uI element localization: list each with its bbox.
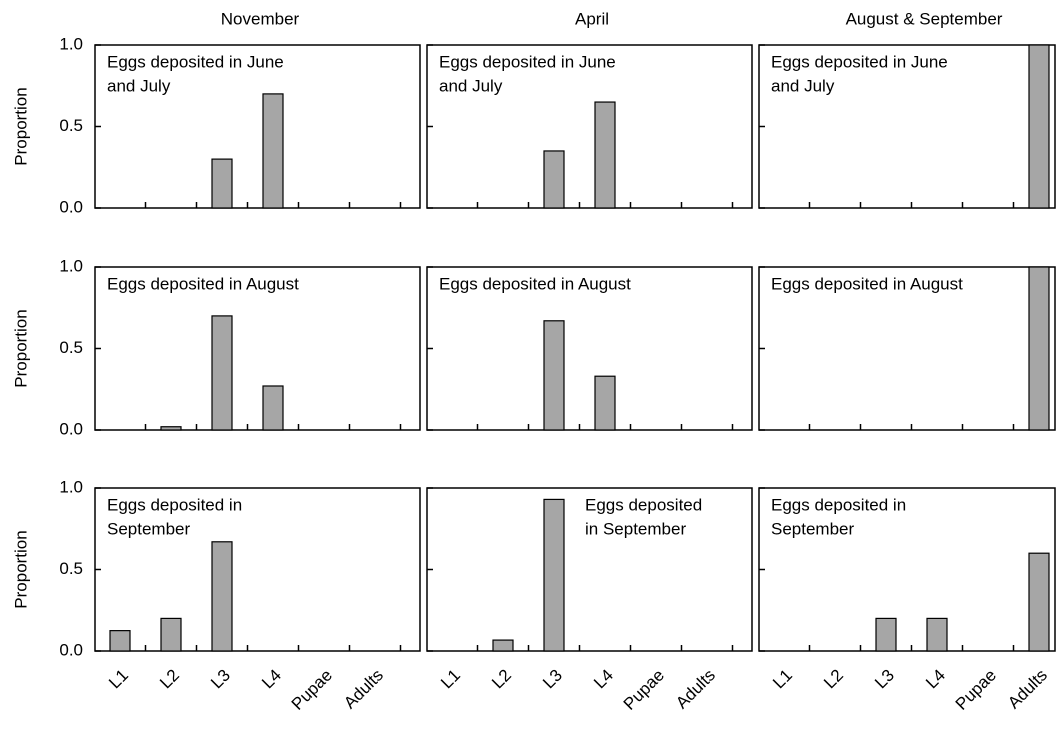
bar [926, 617, 948, 652]
bar [262, 385, 284, 431]
bar [875, 617, 897, 652]
x-tick-label: L1 [437, 666, 464, 693]
bar [109, 630, 131, 652]
panel-title: November [221, 9, 300, 28]
bar [262, 93, 284, 209]
annotation: and July [771, 76, 835, 95]
y-tick-label: 0.5 [59, 116, 83, 135]
panel-title: April [575, 9, 609, 28]
x-tick-label: L2 [156, 666, 183, 693]
x-tick-label: Pupae [620, 666, 668, 714]
bar [211, 315, 233, 431]
y-tick-label: 1.0 [59, 256, 83, 275]
x-tick-label: L3 [871, 666, 898, 693]
x-tick-label: Pupae [952, 666, 1000, 714]
bar [160, 426, 182, 431]
x-tick-label: Adults [672, 666, 719, 713]
x-tick-label: L4 [590, 666, 617, 693]
x-tick-label: Adults [1004, 666, 1051, 713]
annotation: Eggs deposited in June [439, 52, 616, 71]
x-tick-label: L1 [769, 666, 796, 693]
x-tick-label: Adults [340, 666, 387, 713]
annotation: September [771, 519, 854, 538]
bar [594, 375, 616, 431]
annotation: and July [439, 76, 503, 95]
bar [160, 617, 182, 652]
y-tick-label: 0.0 [59, 419, 83, 438]
annotation: September [107, 519, 190, 538]
x-tick-label: L4 [922, 666, 949, 693]
annotation: Eggs deposited in June [107, 52, 284, 71]
x-tick-label: L3 [539, 666, 566, 693]
bar [211, 541, 233, 652]
y-tick-label: 1.0 [59, 477, 83, 496]
y-tick-label: 0.0 [59, 197, 83, 216]
bar [492, 639, 514, 652]
bar [211, 158, 233, 209]
annotation: Eggs deposited [585, 495, 702, 514]
bar [543, 150, 565, 209]
x-tick-label: L4 [258, 666, 285, 693]
annotation: and July [107, 76, 171, 95]
y-axis-label: Proportion [11, 87, 30, 165]
y-tick-label: 0.5 [59, 559, 83, 578]
y-tick-label: 0.0 [59, 640, 83, 659]
y-tick-label: 0.5 [59, 338, 83, 357]
bar [594, 101, 616, 209]
y-axis-label: Proportion [11, 309, 30, 387]
bar [543, 320, 565, 431]
annotation: Eggs deposited in August [107, 274, 299, 293]
x-tick-label: L2 [820, 666, 847, 693]
x-tick-label: L1 [105, 666, 132, 693]
annotation: Eggs deposited in June [771, 52, 948, 71]
x-tick-label: L3 [207, 666, 234, 693]
bar [543, 498, 565, 652]
annotation: Eggs deposited in August [439, 274, 631, 293]
y-axis-label: Proportion [11, 530, 30, 608]
y-tick-label: 1.0 [59, 34, 83, 53]
annotation: in September [585, 519, 686, 538]
annotation: Eggs deposited in [771, 495, 906, 514]
x-tick-label: Pupae [288, 666, 336, 714]
panel-title: August & September [846, 9, 1003, 28]
bar [1028, 266, 1050, 431]
x-tick-label: L2 [488, 666, 515, 693]
annotation: Eggs deposited in August [771, 274, 963, 293]
bar [1028, 44, 1050, 209]
bar [1028, 552, 1050, 652]
annotation: Eggs deposited in [107, 495, 242, 514]
